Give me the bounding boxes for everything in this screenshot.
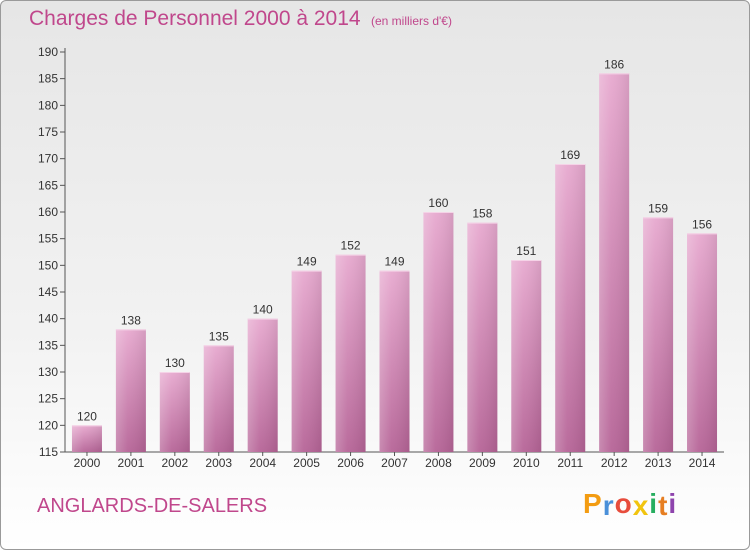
y-tick-label: 180 <box>38 98 58 112</box>
x-tick-label: 2006 <box>337 456 364 470</box>
y-tick-label: 135 <box>38 338 58 352</box>
bar-shine <box>467 222 498 452</box>
y-tick-label: 190 <box>38 45 58 59</box>
x-tick-label: 2001 <box>118 456 145 470</box>
town-name: ANGLARDS-DE-SALERS <box>37 495 268 517</box>
bar-shine <box>115 329 146 452</box>
bar-shine <box>335 254 366 452</box>
y-tick-label: 150 <box>38 258 58 272</box>
x-tick-label: 2002 <box>161 456 188 470</box>
y-tick-label: 185 <box>38 72 58 86</box>
value-label: 169 <box>560 148 580 162</box>
bar-shine <box>247 318 278 452</box>
x-tick-label: 2013 <box>645 456 672 470</box>
value-label: 158 <box>472 207 492 221</box>
x-tick-label: 2010 <box>513 456 540 470</box>
chart-title: Charges de Personnel 2000 à 2014 <box>29 7 361 30</box>
logo-letter: o <box>614 488 633 519</box>
bar-shine <box>687 233 718 452</box>
y-tick-label: 140 <box>38 312 58 326</box>
value-label: 156 <box>692 217 712 231</box>
logo-letter: r <box>602 490 615 521</box>
bar-shine <box>71 425 102 452</box>
bar-shine <box>643 217 674 452</box>
logo-letter: x <box>632 490 650 521</box>
value-label: 152 <box>341 239 361 253</box>
x-tick-label: 2004 <box>249 456 276 470</box>
x-tick-label: 2012 <box>601 456 628 470</box>
x-tick-label: 2007 <box>381 456 408 470</box>
value-label: 138 <box>121 313 141 327</box>
value-label: 120 <box>77 409 97 423</box>
bar-shine <box>423 212 454 452</box>
x-tick-label: 2003 <box>205 456 232 470</box>
y-tick-label: 120 <box>38 418 58 432</box>
bar-shine <box>599 73 630 452</box>
value-label: 159 <box>648 201 668 215</box>
x-tick-label: 2011 <box>557 456 583 470</box>
bar-shine <box>379 270 410 452</box>
x-tick-label: 2008 <box>425 456 452 470</box>
y-tick-label: 115 <box>39 445 58 459</box>
chart-subtitle: (en milliers d'€) <box>371 14 452 28</box>
value-label: 151 <box>516 244 536 258</box>
value-label: 135 <box>209 329 229 343</box>
y-tick-label: 165 <box>38 178 58 192</box>
y-tick-label: 160 <box>38 205 58 219</box>
bars <box>71 73 718 452</box>
value-label: 149 <box>297 255 317 269</box>
logo-letter: t <box>658 490 669 521</box>
bar-shine <box>291 270 322 452</box>
y-tick-label: 125 <box>38 392 58 406</box>
y-tick-label: 155 <box>38 232 58 246</box>
bar-shine <box>511 260 542 452</box>
value-label: 140 <box>253 303 273 317</box>
x-tick-label: 2000 <box>74 456 101 470</box>
labels: 120 2000 138 2001 130 2002 135 2003 140 2004 149 20… <box>74 57 716 470</box>
y-tick-label: 175 <box>38 125 58 139</box>
bar-shine <box>555 164 586 452</box>
logo-letter: i <box>668 488 678 519</box>
proxiti-logo: Proxiti <box>583 488 678 521</box>
y-tick-label: 145 <box>38 285 58 299</box>
value-label: 149 <box>384 255 404 269</box>
y-tick-label: 170 <box>38 152 58 166</box>
logo-letter: P <box>583 488 603 519</box>
x-tick-label: 2005 <box>293 456 320 470</box>
y-tick-label: 130 <box>38 365 58 379</box>
value-label: 130 <box>165 356 185 370</box>
bar-shine <box>203 345 234 452</box>
x-tick-label: 2014 <box>689 456 716 470</box>
logo-letter: i <box>649 488 659 519</box>
x-tick-label: 2009 <box>469 456 496 470</box>
value-label: 160 <box>428 196 448 210</box>
value-label: 186 <box>604 57 624 71</box>
bar-shine <box>159 372 190 452</box>
